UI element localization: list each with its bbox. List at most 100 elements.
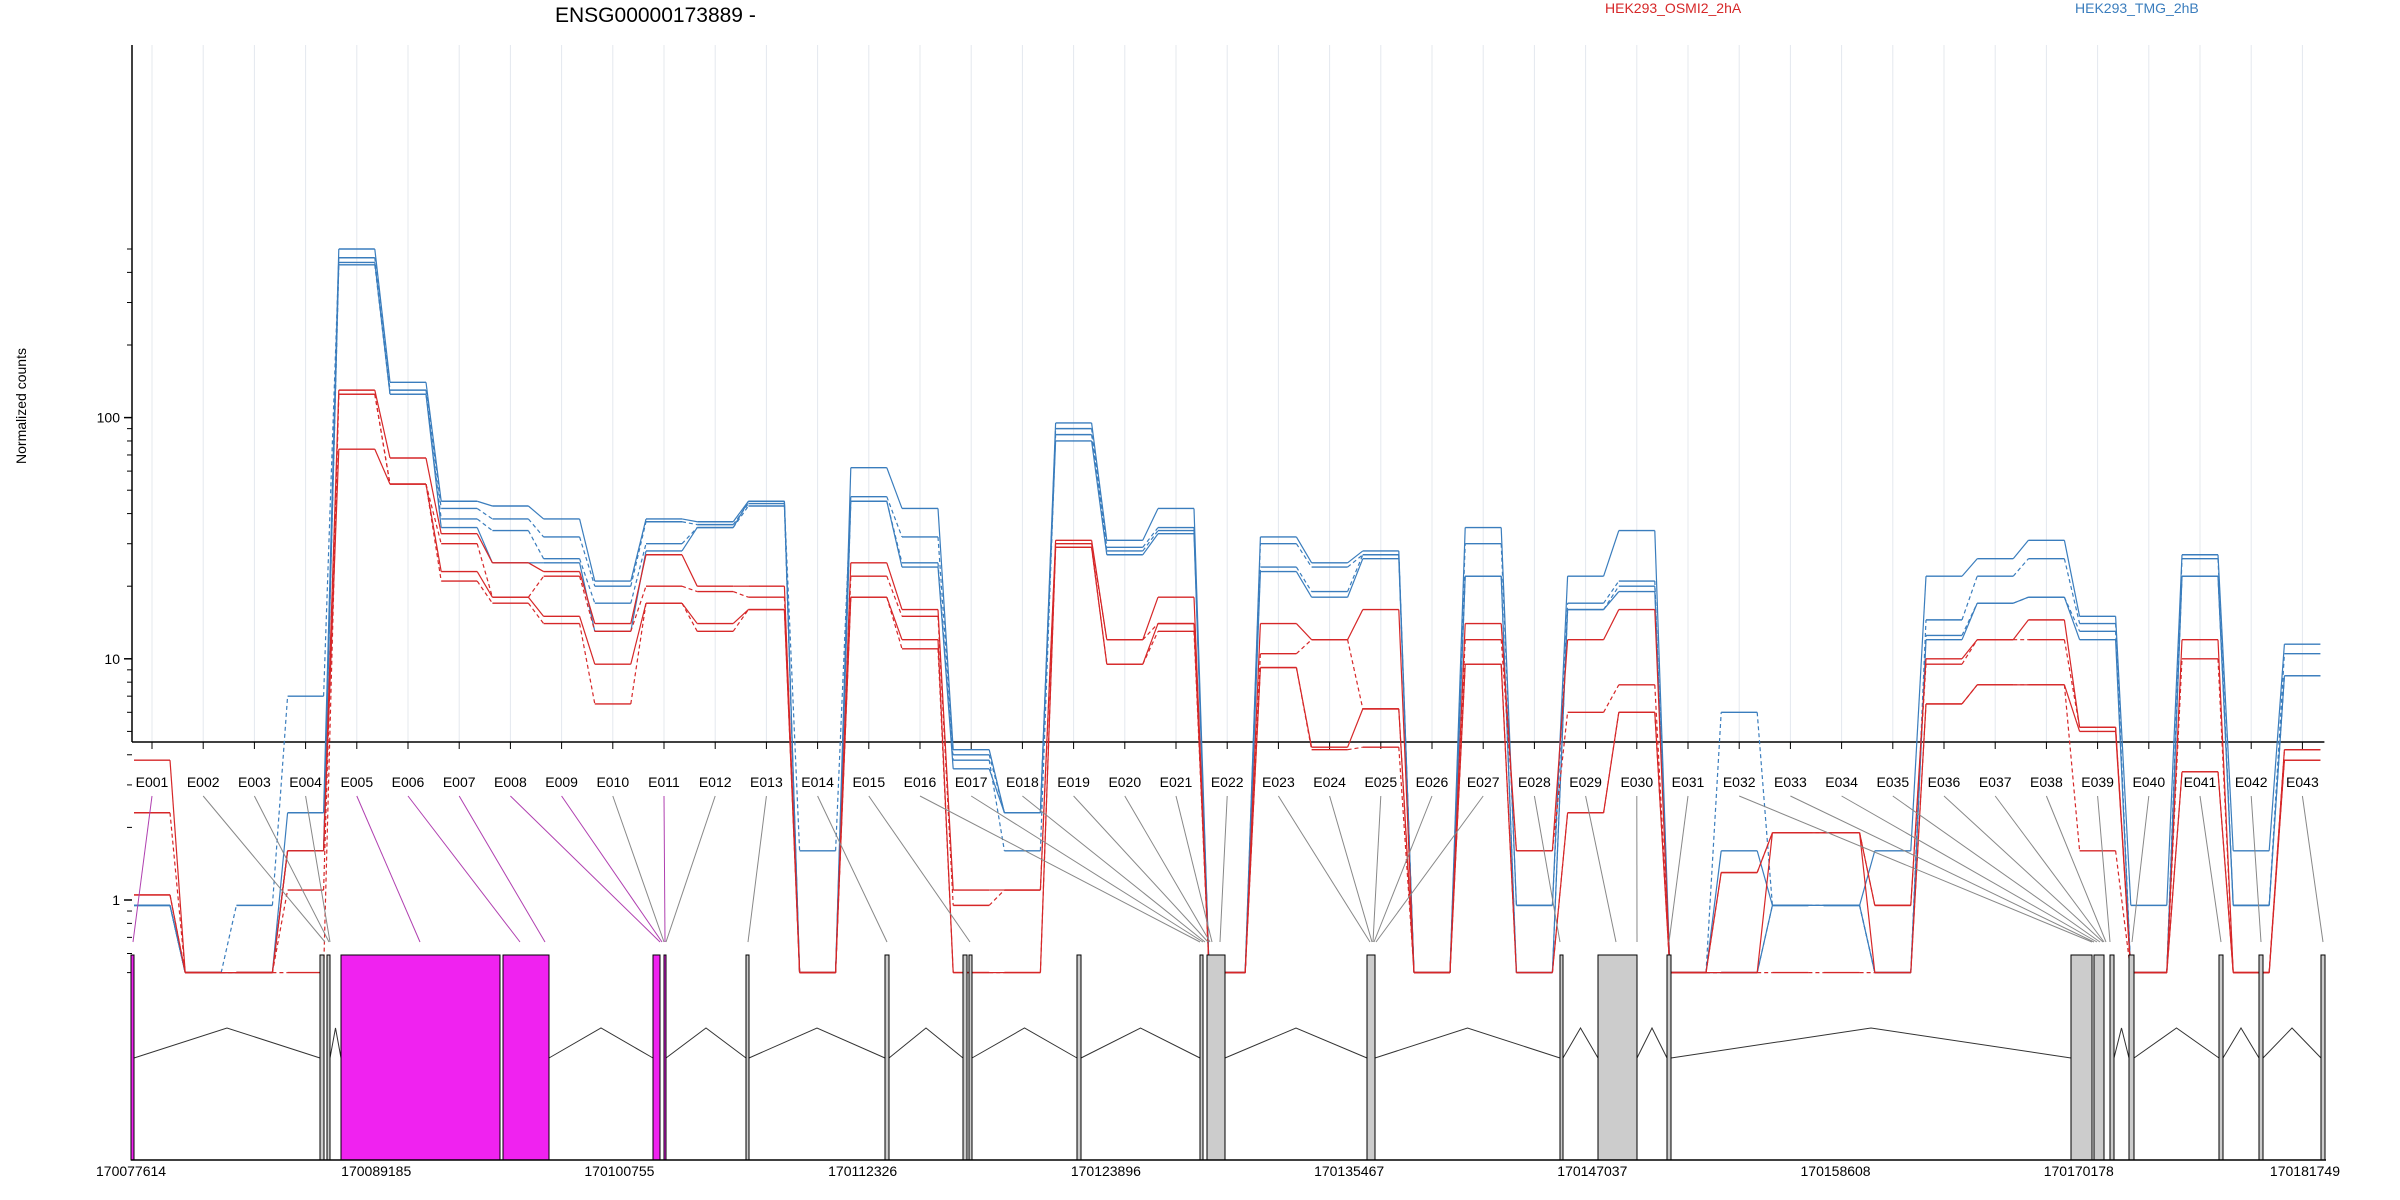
coordinate-label: 170181749 (2270, 1163, 2340, 1179)
series-connector (2063, 684, 2081, 732)
series-connector (1142, 623, 1159, 641)
series-connector (527, 596, 545, 617)
exon-connector (1585, 795, 1617, 943)
series-connector (527, 518, 545, 538)
series-connector (732, 609, 749, 624)
series-connector (681, 527, 698, 552)
exon-box (2070, 954, 2093, 1161)
intron-line (2262, 1027, 2322, 1059)
series-connector (681, 585, 698, 593)
intron-line (329, 1027, 342, 1059)
series-connector (1961, 684, 1978, 705)
x-tick-label: E017 (955, 774, 988, 790)
intron-line (971, 1027, 1078, 1059)
series-connector (1500, 543, 1517, 906)
series-connector (1091, 422, 1108, 541)
x-tick-label: E043 (2286, 774, 2319, 790)
intron-line (1670, 1027, 2072, 1059)
series-connector (1961, 602, 1978, 640)
exon-connector (202, 795, 326, 943)
exon-connector (1668, 795, 1689, 943)
series-connector (527, 530, 545, 559)
series-connector (2063, 540, 2081, 617)
vertical-gridlines (151, 45, 2303, 742)
series-connector (1295, 571, 1313, 598)
series-connector (1347, 639, 1364, 710)
series-connector (1756, 850, 1773, 906)
series-connector (886, 575, 903, 617)
series-connector (1603, 530, 1620, 577)
x-tick-label: E010 (596, 774, 629, 790)
series-connector (1859, 832, 1876, 973)
series-connector (1295, 543, 1313, 568)
series-connector (988, 754, 1005, 813)
series-connector (2217, 771, 2234, 973)
series-connector (1859, 850, 1876, 906)
x-tick-label: E015 (852, 774, 885, 790)
series-connector (988, 889, 1005, 906)
exon-connector (747, 795, 767, 943)
series-connector (2166, 658, 2183, 973)
series-connector (2012, 596, 2029, 604)
series-connector (425, 382, 442, 502)
series-connector (1500, 639, 1517, 851)
intron-line (888, 1027, 964, 1059)
intron-line (548, 1027, 654, 1059)
series-connector (630, 603, 647, 665)
series-connector (2268, 644, 2285, 851)
x-tick-label: E039 (2081, 774, 2114, 790)
series-connector (425, 484, 442, 582)
series-connector (1603, 712, 1620, 813)
series-connector (1910, 703, 1927, 973)
series-connector (937, 536, 954, 755)
x-tick-label: E002 (187, 774, 220, 790)
exon-connector (1124, 795, 1211, 943)
series-connector (374, 262, 391, 395)
x-tick-label: E024 (1313, 774, 1346, 790)
series-connector (1705, 872, 1722, 973)
coordinate-label: 170158608 (1801, 1163, 1871, 1179)
intron-line (1080, 1027, 1201, 1059)
series-connector (1756, 905, 1773, 973)
series-connector (681, 518, 698, 523)
series-connector (1295, 623, 1313, 641)
exon-connector (1841, 795, 2098, 943)
series-connector (937, 508, 954, 750)
series-connector (1347, 746, 1363, 751)
series-connector (1603, 591, 1620, 610)
series-connector (1091, 434, 1108, 552)
x-tick-label: E018 (1006, 774, 1039, 790)
series-connector (271, 696, 289, 906)
exon-connector (1943, 795, 2104, 943)
series-connector (323, 262, 340, 851)
exon-connector (1375, 795, 1484, 943)
series-connector (732, 505, 749, 528)
series-connector (2063, 558, 2081, 624)
exon-connector (1372, 795, 1382, 943)
series-connector (681, 527, 698, 545)
exon-box (502, 954, 550, 1161)
series-connector (1398, 609, 1415, 973)
exon-box (745, 954, 750, 1161)
series-lines (134, 248, 2321, 974)
exon-connector (407, 795, 521, 943)
series-connector (1961, 639, 1978, 660)
exon-connector (919, 795, 1201, 943)
exon-box (319, 954, 325, 1161)
series-connector (1039, 440, 1057, 813)
series-connector (1091, 547, 1108, 665)
exon-box (1206, 954, 1226, 1161)
series-connector (1244, 667, 1261, 973)
series-connector (476, 580, 493, 604)
coordinate-label: 170147037 (1557, 1163, 1627, 1179)
exon-box (2109, 954, 2115, 1161)
series-connector (886, 496, 903, 538)
series-connector (1295, 566, 1313, 592)
series-connector (2166, 771, 2183, 973)
series-connector (323, 257, 340, 697)
series-connector (1347, 550, 1364, 564)
series-connector (2115, 616, 2132, 906)
x-tick-label: E004 (289, 774, 322, 790)
intron-line (2133, 1027, 2220, 1059)
